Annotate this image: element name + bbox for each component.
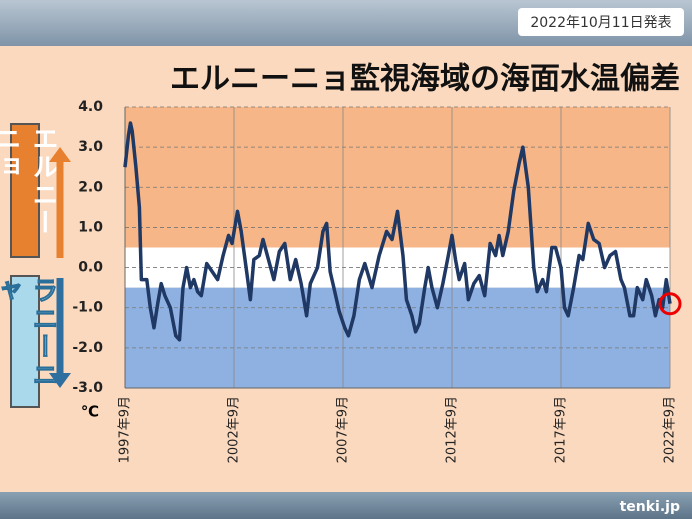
y-tick-label: 1.0 [78,219,103,235]
x-tick-label: 2022年9月 [663,396,678,463]
date-box [518,8,684,36]
la-nina-label: ラニーニャ [0,275,59,408]
el-nino-label: エルニーニョ [0,123,58,258]
x-tick-label: 2002年9月 [227,396,242,463]
y-unit: ℃ [81,403,99,421]
data-line [123,121,672,342]
x-tick-label: 2007年9月 [336,396,351,463]
y-tick-label: 0.0 [78,260,103,276]
y-tick-label: 4.0 [78,99,103,115]
source: tenki.jp [620,499,680,515]
chart-title: エルニーニョ監視海域の海面水温偏差 [170,62,680,97]
footer-bg [0,492,692,519]
y-tick-label: -3.0 [72,380,103,396]
y-tick-label: -1.0 [72,300,103,316]
la-nina-band [125,287,670,388]
y-tick-label: 3.0 [78,139,103,155]
date-note: 2022年10月11日発表 [530,15,671,31]
y-tick-label: 2.0 [78,179,103,195]
y-tick-label: -2.0 [72,340,103,356]
x-tick-label: 2017年9月 [554,396,569,463]
x-tick-label: 2012年9月 [445,396,460,463]
x-tick-label: 1997年9月 [118,396,133,463]
latest-marker [658,292,682,316]
